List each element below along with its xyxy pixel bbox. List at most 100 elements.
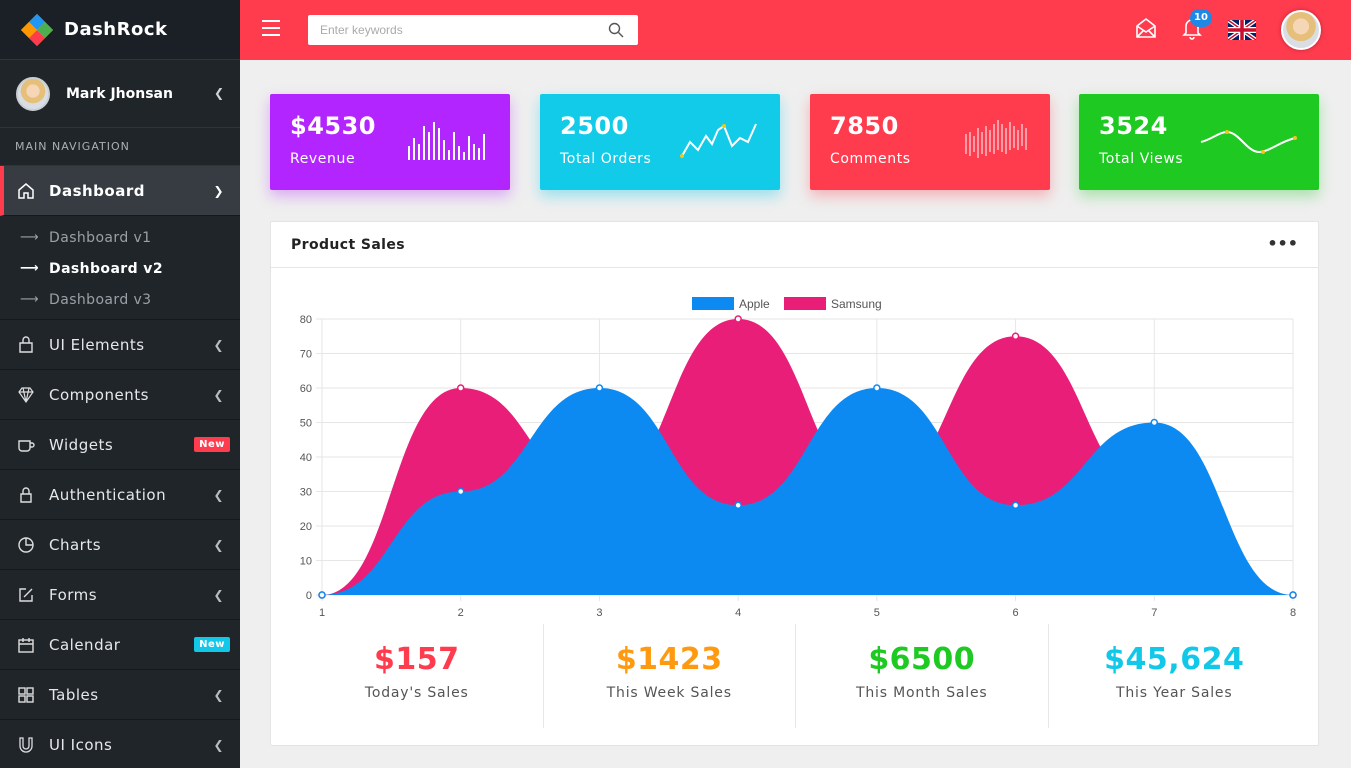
sidebar-item-label: UI Elements [49,335,145,354]
x-tick-label: 2 [458,607,464,619]
mail-icon[interactable] [1135,16,1157,40]
summary-year: $45,624 This Year Sales [1049,624,1301,728]
bar-sparkline-icon [408,122,485,160]
sidebar-item-ui-elements[interactable]: UI Elements ❮ [0,320,240,370]
stat-label: Revenue [290,151,356,167]
bag-icon [16,335,36,355]
y-tick-label: 30 [300,487,312,499]
series-area-apple [322,388,1293,595]
x-tick-label: 6 [1013,607,1019,619]
edit-icon [16,585,36,605]
data-point-apple[interactable] [873,384,881,392]
search-icon[interactable] [608,22,624,38]
calendar-icon [16,635,36,655]
lock-icon [16,485,36,505]
data-point-samsung[interactable] [456,384,465,392]
user-avatar[interactable] [1281,10,1321,50]
chevron-left-icon[interactable]: ❮ [213,86,224,100]
sidebar-subitem-dashboard-v2[interactable]: ⟶ Dashboard v2 [0,253,240,284]
grid-icon [16,685,36,705]
x-tick-label: 1 [319,607,325,619]
curve-sparkline-icon [1200,130,1297,154]
sidebar-item-dashboard[interactable]: Dashboard ❯ [0,166,240,216]
data-point-apple[interactable] [1011,501,1020,510]
sidebar-item-label: Authentication [49,485,167,504]
sidebar-item-widgets[interactable]: Widgets New [0,420,240,470]
legend-swatch [692,297,734,310]
x-tick-label: 4 [735,607,741,619]
chevron-down-icon: ❯ [213,183,224,198]
y-tick-label: 40 [300,452,312,464]
x-tick-label: 3 [596,607,602,619]
x-tick-label: 7 [1151,607,1157,619]
nav-section-header: MAIN NAVIGATION [0,128,240,166]
stat-card-views: 3524 Total Views [1079,94,1319,190]
data-point-apple[interactable] [1289,591,1297,599]
new-badge: New [194,637,230,652]
cup-icon [16,435,36,455]
summary-today: $157 Today's Sales [291,624,544,728]
user-profile[interactable]: Mark Jhonsan ❮ [0,60,240,128]
data-point-apple[interactable] [1150,418,1159,427]
subitem-label: Dashboard v3 [49,291,152,308]
summary-value: $1423 [615,642,723,677]
sidebar-item-charts[interactable]: Charts ❮ [0,520,240,570]
stat-card-comments: 7850 Comments [810,94,1050,190]
legend-swatch [784,297,826,310]
sidebar-item-label: Dashboard [49,181,145,200]
legend-label[interactable]: Apple [739,297,770,311]
new-badge: New [194,437,230,452]
subitem-label: Dashboard v2 [49,260,163,277]
more-options-icon[interactable]: ••• [1267,234,1298,253]
sidebar-item-forms[interactable]: Forms ❮ [0,570,240,620]
topbar: 10 [240,0,1351,60]
chevron-left-icon: ❮ [213,687,224,702]
sidebar-item-label: Widgets [49,435,114,454]
sidebar-item-calendar[interactable]: Calendar New [0,620,240,670]
wave-sparkline-icon [965,120,1027,158]
summary-label: This Year Sales [1116,685,1233,701]
sidebar: DashRock Mark Jhonsan ❮ MAIN NAVIGATION … [0,0,240,768]
sidebar-subitem-dashboard-v1[interactable]: ⟶ Dashboard v1 [0,222,240,253]
profile-name: Mark Jhonsan [66,85,173,102]
y-tick-label: 0 [306,590,312,602]
chevron-left-icon: ❮ [213,537,224,552]
avatar [16,76,50,111]
pie-icon [16,535,36,555]
data-point-apple[interactable] [456,487,465,496]
x-tick-label: 8 [1290,607,1296,619]
summary-month: $6500 This Month Sales [796,624,1049,728]
sidebar-item-label: Charts [49,535,102,554]
panel-title: Product Sales [291,236,405,253]
data-point-apple[interactable] [734,501,742,510]
stat-value: $4530 [290,112,376,140]
logo-icon [21,13,53,46]
menu-icon[interactable] [262,20,280,36]
sidebar-subitem-dashboard-v3[interactable]: ⟶ Dashboard v3 [0,284,240,315]
sidebar-item-authentication[interactable]: Authentication ❮ [0,470,240,520]
brand-name: DashRock [64,19,168,40]
chevron-left-icon: ❮ [213,337,224,352]
sidebar-item-components[interactable]: Components ❮ [0,370,240,420]
brand[interactable]: DashRock [0,0,240,60]
sidebar-item-tables[interactable]: Tables ❮ [0,670,240,720]
dashboard-submenu: ⟶ Dashboard v1 ⟶ Dashboard v2 ⟶ Dashboar… [0,216,240,320]
panel-header: Product Sales ••• [271,222,1318,268]
sidebar-item-ui-icons[interactable]: UI Icons ❮ [0,720,240,768]
stat-card-revenue: $4530 Revenue [270,94,510,190]
chevron-left-icon: ❮ [213,487,224,502]
uk-flag-icon[interactable] [1228,20,1256,40]
stat-label: Total Views [1099,151,1184,167]
summary-value: $157 [374,642,460,677]
summary-label: This Week Sales [606,685,732,701]
legend-label[interactable]: Samsung [831,297,882,311]
data-point-samsung[interactable] [1011,332,1020,340]
product-sales-panel: Product Sales ••• 0 10 20 30 40 50 60 70 80 1 2 3 4 5… [270,221,1319,746]
data-point-apple[interactable] [318,591,326,599]
data-point-samsung[interactable] [734,315,742,323]
stat-label: Comments [830,151,911,167]
data-point-apple[interactable] [595,384,604,392]
search-input[interactable] [308,15,638,45]
sidebar-item-label: Tables [49,685,99,704]
chevron-left-icon: ❮ [213,587,224,602]
